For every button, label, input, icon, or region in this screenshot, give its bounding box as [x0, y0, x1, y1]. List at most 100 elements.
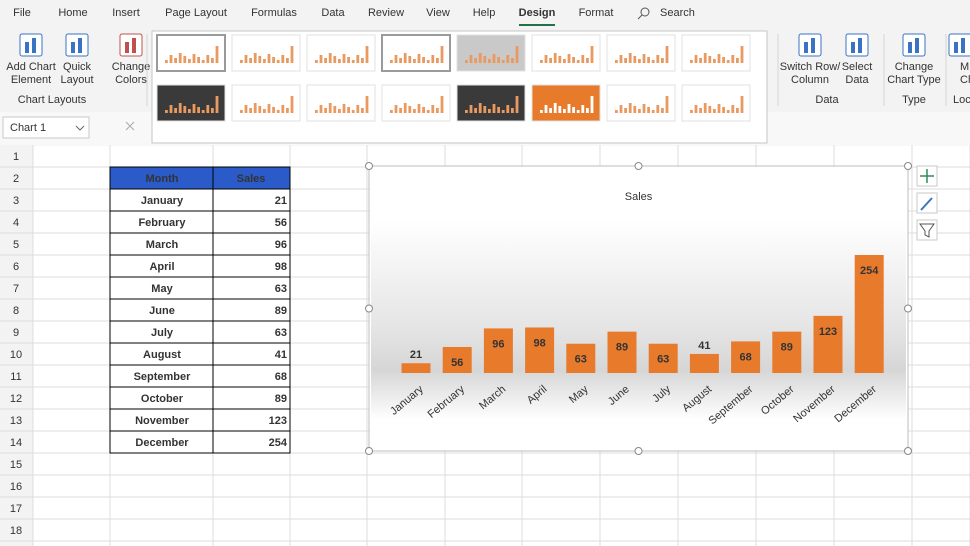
thumbnail-bar	[717, 104, 721, 113]
button-icon-detail	[851, 42, 855, 53]
thumbnail-bar	[290, 46, 294, 63]
button-label[interactable]: Layout	[60, 74, 93, 86]
button-label[interactable]: Switch Row/	[780, 61, 841, 73]
chart-style-thumbnail[interactable]	[681, 34, 751, 72]
button-label[interactable]: Colors	[115, 74, 147, 86]
ribbon-tab[interactable]: Review	[368, 7, 404, 19]
thumbnail-bar	[665, 96, 669, 113]
thumbnail-bar	[188, 109, 191, 113]
thumbnail-bar	[408, 56, 412, 63]
thumbnail-bar	[690, 110, 693, 113]
chart-style-thumbnail[interactable]	[231, 34, 301, 72]
ribbon-tab[interactable]: Formulas	[251, 7, 297, 19]
chart-style-thumbnail[interactable]	[156, 34, 226, 72]
button-label[interactable]: Chart Type	[887, 74, 941, 86]
ribbon-tab[interactable]: View	[426, 7, 450, 19]
thumbnail-bar	[572, 57, 575, 63]
thumbnail-bar	[501, 60, 505, 63]
table-month: February	[138, 217, 186, 229]
button-label[interactable]: Select	[842, 61, 873, 73]
chart-style-thumbnail[interactable]	[681, 84, 751, 122]
button-icon[interactable]	[798, 33, 822, 57]
thumbnail-bar	[315, 110, 318, 113]
chart-style-thumbnail[interactable]	[531, 84, 601, 122]
thumbnail-bar	[540, 110, 543, 113]
thumbnail-bar	[647, 57, 650, 63]
thumbnail-bar	[642, 104, 646, 113]
resize-handle[interactable]	[365, 304, 373, 313]
search-box[interactable]: Search	[660, 7, 695, 19]
button-label[interactable]: M	[960, 61, 969, 73]
button-icon[interactable]	[65, 33, 89, 57]
resize-handle[interactable]	[904, 162, 912, 170]
button-label[interactable]: Data	[845, 74, 869, 86]
thumbnail-bar	[633, 56, 637, 63]
thumbnail-bar	[656, 105, 660, 113]
thumbnail-bar	[351, 60, 355, 63]
resize-handle[interactable]	[365, 447, 373, 455]
row-number: 18	[10, 525, 22, 537]
data-label: 56	[451, 357, 463, 369]
resize-handle[interactable]	[634, 162, 643, 170]
thumbnail-bar	[563, 59, 566, 63]
button-label[interactable]: Element	[11, 74, 51, 86]
thumbnail-bar	[290, 96, 294, 113]
thumbnail-bar	[492, 104, 496, 113]
group-label: Type	[902, 94, 926, 106]
chart-style-thumbnail[interactable]	[456, 84, 526, 122]
thumbnail-bar	[197, 57, 200, 63]
name-box[interactable]	[2, 116, 90, 139]
resize-handle[interactable]	[365, 162, 373, 170]
chart-style-thumbnail[interactable]	[231, 84, 301, 122]
chart-style-thumbnail[interactable]	[606, 84, 676, 122]
chart[interactable]: Sales21January56February96March98April63…	[365, 162, 938, 455]
bar	[813, 315, 843, 373]
thumbnail-bar	[665, 46, 669, 63]
ribbon-tab[interactable]: Design	[519, 7, 556, 19]
thumbnail-bar	[426, 60, 430, 63]
button-label[interactable]: Quick	[63, 61, 92, 73]
ribbon-tab[interactable]: Data	[321, 7, 345, 19]
button-icon[interactable]	[948, 33, 970, 57]
chart-style-thumbnail[interactable]	[306, 84, 376, 122]
chart-side-button[interactable]	[916, 219, 938, 241]
ribbon-tab[interactable]: File	[13, 7, 31, 19]
data-label: 254	[860, 265, 879, 277]
chart-styles-icon	[920, 197, 933, 211]
thumbnail-bar	[319, 105, 323, 113]
chart-filters-icon	[919, 223, 935, 238]
chart-style-thumbnail[interactable]	[306, 34, 376, 72]
ribbon-tab[interactable]: Help	[473, 7, 496, 19]
button-icon[interactable]	[19, 33, 43, 57]
ribbon-tab[interactable]: Home	[58, 7, 87, 19]
thumbnail-bar	[178, 53, 182, 63]
chart-style-thumbnail[interactable]	[381, 34, 451, 72]
resize-handle[interactable]	[634, 447, 643, 455]
resize-handle[interactable]	[904, 304, 912, 313]
button-label[interactable]: Add Chart	[6, 61, 56, 73]
thumbnail-bar	[576, 60, 580, 63]
chart-style-thumbnail[interactable]	[531, 34, 601, 72]
chart-style-thumbnail[interactable]	[381, 84, 451, 122]
data-label: 63	[575, 354, 587, 366]
thumbnail-bar	[403, 103, 407, 113]
thumbnail-bar	[267, 54, 271, 63]
resize-handle[interactable]	[904, 447, 912, 455]
thumbnail-bar	[258, 56, 262, 63]
button-label[interactable]: Column	[791, 74, 829, 86]
thumbnail-bar	[558, 106, 562, 113]
chart-style-thumbnail[interactable]	[456, 34, 526, 72]
ribbon-tab[interactable]: Insert	[112, 7, 140, 19]
button-label[interactable]: Change	[895, 61, 934, 73]
ribbon-tab[interactable]: Page Layout	[165, 7, 227, 19]
table-month: March	[146, 239, 179, 251]
ribbon-tab[interactable]: Format	[579, 7, 614, 19]
chart-style-thumbnail[interactable]	[606, 34, 676, 72]
button-label[interactable]: Ch	[960, 74, 970, 86]
button-icon[interactable]	[845, 33, 869, 57]
chart-style-thumbnail[interactable]	[156, 84, 226, 122]
button-icon[interactable]	[119, 33, 143, 57]
button-label[interactable]: Change	[112, 61, 151, 73]
button-icon[interactable]	[902, 33, 926, 57]
cancel-icon[interactable]	[125, 121, 135, 131]
